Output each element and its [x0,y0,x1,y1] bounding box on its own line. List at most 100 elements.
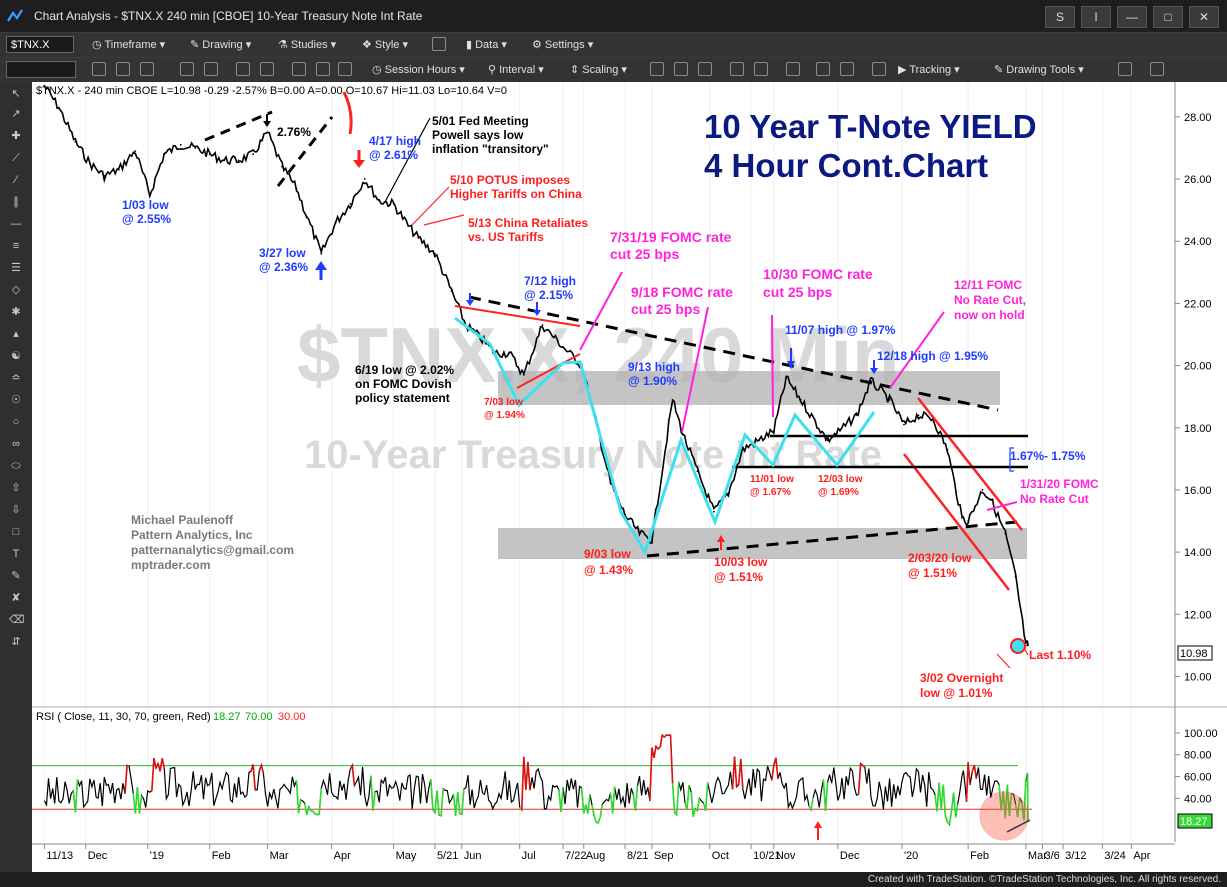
tracking-menu[interactable]: ▶ Tracking ▾ [898,64,960,76]
bars-alt-icon[interactable] [754,62,768,76]
note-903-l2: @ 1.43% [584,563,633,577]
spiral-icon[interactable]: ☉ [11,394,21,406]
time-tick-label: 8/21 [627,850,648,862]
secondary-select[interactable] [6,61,76,78]
andrews-icon[interactable]: ☯ [11,350,21,362]
channel-icon[interactable]: ≡ [12,240,20,252]
rsi-oversold-segment [704,782,709,811]
price-point [671,398,674,401]
dot-icon[interactable] [180,62,194,76]
regression-icon[interactable]: ≏ [11,372,21,384]
price-point [713,510,715,513]
maximize-icon[interactable]: □ [1153,6,1183,28]
rsi-oversold-segment [810,797,814,810]
range-bracket [1009,447,1014,472]
time-tick-label: Feb [970,850,989,862]
ray-icon[interactable]: ∕ [15,174,17,186]
scaling-menu[interactable]: ⇕ Scaling ▾ [570,64,627,76]
interval-menu[interactable]: ⚲ Interval ▾ [488,64,544,76]
export-icon[interactable] [1118,62,1132,76]
arrow-down-tool-icon[interactable]: ⇩ [11,504,21,516]
rsi-oversold-segment [456,792,461,814]
gann-icon[interactable]: ◇ [11,284,21,296]
time-tick-label: Nov [776,850,796,862]
chart-icon[interactable] [292,62,306,76]
drawing-menu[interactable]: ✎ Drawing ▾ [190,39,252,51]
price-point [134,150,137,152]
time-cycle-icon[interactable]: ∞ [12,438,20,450]
symbol-input[interactable]: $TNX.X [6,36,74,53]
link-icon[interactable] [92,62,106,76]
ellipse-icon[interactable]: ⬭ [11,460,21,472]
speed-icon[interactable]: ▴ [13,328,19,340]
studies-menu[interactable]: ⚗ Studies ▾ [278,39,337,51]
horizontal-line-icon[interactable]: — [10,218,22,230]
close-icon[interactable]: ✕ [1189,6,1219,28]
bars-icon[interactable] [730,62,744,76]
session-hours-menu[interactable]: ◷ Session Hours ▾ [372,64,465,76]
price-tick-label: 14.00 [1184,547,1212,559]
session-hours-label: Session Hours [384,64,457,76]
arrow-up-tool-icon[interactable]: ⇧ [11,482,21,494]
fib-icon[interactable]: ☰ [11,262,21,274]
price-tick-label: 24.00 [1184,236,1212,248]
data-menu[interactable]: ▮ Data ▾ [466,39,507,51]
price-point [609,482,612,485]
chart-canvas[interactable]: $TNX.X, 240 Min 10-Year Treasury Note In… [32,82,1227,872]
style-menu[interactable]: ❖ Style ▾ [362,39,408,51]
rsi-overbought-segment [739,759,744,790]
price-point [638,532,641,535]
trash-icon[interactable]: ⌫ [9,614,25,626]
fan-icon[interactable]: ✱ [11,306,21,318]
rectangle-icon[interactable]: □ [12,526,20,538]
drawing-tools-menu[interactable]: ✎ Drawing Tools ▾ [994,64,1084,76]
rsi-oversold-segment [954,804,959,818]
link-alt-icon[interactable] [116,62,130,76]
note-510-l2: Higher Tariffs on China [450,187,582,201]
pointer-icon[interactable]: ↖ [11,88,21,100]
magnet-icon[interactable]: ⇵ [11,636,21,648]
doc-alt-icon[interactable] [260,62,274,76]
note-918-l2: cut 25 bps [631,301,700,317]
eraser-icon[interactable]: ✘ [11,592,21,604]
zoom-out-icon[interactable] [840,62,854,76]
timeframe-menu[interactable]: ◷ Timeframe ▾ [92,39,166,51]
parallel-icon[interactable]: ∥ [13,196,19,208]
hollow-candle-icon[interactable] [698,62,712,76]
pencil-icon[interactable]: ✎ [11,570,21,582]
note-1211-l2: No Rate Cut, [954,293,1026,307]
time-tick-label: '20 [904,850,918,862]
target-icon[interactable] [338,62,352,76]
layout-icon[interactable] [432,37,446,51]
sheet-icon[interactable] [140,62,154,76]
pointer-302 [996,653,1011,669]
rsi-overbought-segment [252,764,256,790]
crosshair-icon[interactable]: ✚ [11,130,21,142]
price-point [378,199,381,202]
rsi-oversold-segment [560,787,564,812]
window-icon[interactable] [786,62,800,76]
settings-menu[interactable]: ⚙ Settings ▾ [532,39,594,51]
trendline-icon[interactable]: ⟋ [12,152,20,164]
s-button[interactable]: S [1045,6,1075,28]
price-point [1004,532,1007,535]
circle-tool-icon[interactable]: ○ [12,416,20,428]
rsi-oversold-segment [595,821,599,824]
doc-icon[interactable] [236,62,250,76]
select-icon[interactable]: ↗ [11,108,21,120]
price-point [727,492,730,494]
zoom-in-icon[interactable] [816,62,830,76]
bar-type-icon[interactable] [650,62,664,76]
grid-icon[interactable] [872,62,886,76]
rsi-overbought-segment [159,758,163,772]
globe-icon[interactable] [204,62,218,76]
price-axis: 28.00 26.00 24.00 22.00 20.00 18.00 16.00 14.00… [1174,82,1212,707]
minimize-icon[interactable]: — [1117,6,1147,28]
text-tool-icon[interactable]: T [12,548,20,560]
cloud-icon[interactable] [1150,62,1164,76]
price-point [562,346,564,348]
i-button[interactable]: I [1081,6,1111,28]
cursor-icon[interactable] [316,62,330,76]
note-1003-l2: @ 1.51% [714,570,763,584]
candle-type-icon[interactable] [674,62,688,76]
